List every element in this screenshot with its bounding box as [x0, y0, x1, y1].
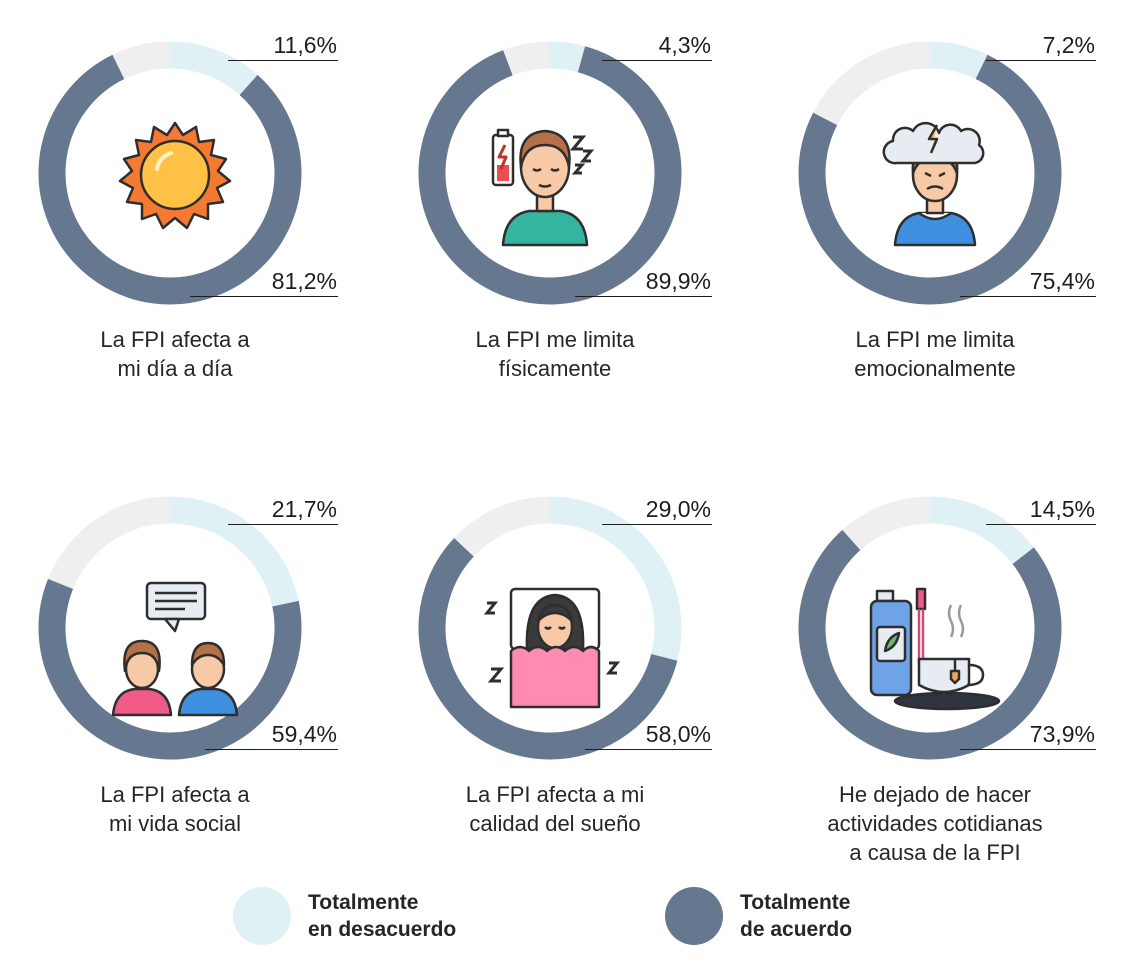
disagree-label-6: 14,5%	[1029, 496, 1095, 522]
agree-segment	[418, 46, 682, 305]
agree-rule-3	[960, 296, 1096, 297]
disagree-label-2: 4,3%	[658, 32, 711, 58]
disagree-rule-6	[986, 524, 1096, 525]
conversation-icon	[111, 581, 239, 717]
chart-panel-6: 14,5% 73,9% He dejado de hacer actividad…	[760, 455, 1140, 895]
tired-person-icon	[491, 128, 595, 247]
neutral-segment	[112, 41, 171, 80]
agree-label-3: 75,4%	[1029, 268, 1095, 294]
neutral-segment	[503, 41, 551, 76]
agree-rule-6	[960, 749, 1096, 750]
sleeping-person-icon	[483, 587, 621, 709]
disagree-rule-4	[228, 524, 338, 525]
agree-label-4: 59,4%	[271, 721, 337, 747]
caption-4-line-1: La FPI afecta a	[100, 782, 250, 807]
agree-segment	[798, 529, 1062, 760]
chart-panel-3: 7,2% 75,4% La FPI me limita emocionalmen…	[760, 0, 1140, 440]
caption-5-line-1: La FPI afecta a mi	[465, 782, 645, 807]
agree-segment	[798, 54, 1062, 305]
legend-agree-swatch	[665, 887, 723, 945]
caption-3-line-1: La FPI me limita	[855, 327, 1015, 352]
agree-rule-4	[205, 749, 338, 750]
caption-1-line-1: La FPI afecta a	[100, 327, 250, 352]
legend-disagree-line-1: Totalmente	[308, 891, 419, 914]
disagree-segment	[169, 41, 258, 96]
disagree-segment	[549, 41, 586, 73]
neutral-segment	[813, 41, 931, 126]
caption-6-line-2: actividades cotidianas	[827, 811, 1043, 836]
agree-label-2: 89,9%	[645, 268, 711, 294]
agree-segment	[38, 578, 302, 760]
disagree-rule-2	[602, 60, 712, 61]
donut-chart-4	[38, 496, 302, 760]
disagree-rule-3	[986, 60, 1096, 61]
caption-6-line-1: He dejado de hacer	[838, 782, 1032, 807]
disagree-label-5: 29,0%	[645, 496, 711, 522]
agree-segment	[38, 54, 302, 305]
agree-segment	[418, 537, 678, 760]
caption-2: La FPI me limita físicamente	[380, 325, 730, 383]
caption-5: La FPI afecta a mi calidad del sueño	[380, 780, 730, 838]
chart-panel-5: 29,0% 58,0% La FPI afecta a mi calidad d…	[380, 455, 760, 895]
caption-6-line-3: a causa de la FPI	[849, 840, 1021, 865]
chart-panel-1: 11,6% 81,2% La FPI afecta a mi día a día	[0, 0, 380, 440]
donut-chart-1	[38, 41, 302, 305]
legend-agree-line-1: Totalmente	[740, 891, 851, 914]
disagree-segment	[929, 496, 1034, 565]
legend-disagree-line-2: en desacuerdo	[308, 918, 457, 941]
caption-3: La FPI me limita emocionalmente	[760, 325, 1110, 383]
agree-label-6: 73,9%	[1029, 721, 1095, 747]
sun-icon	[118, 121, 232, 230]
disagree-label-3: 7,2%	[1042, 32, 1095, 58]
donut-chart-2	[418, 41, 682, 305]
caption-4-line-2: mi vida social	[108, 811, 242, 836]
agree-label-5: 58,0%	[645, 721, 711, 747]
disagree-segment	[929, 41, 988, 80]
legend-agree-label: Totalmente de acuerdo	[740, 889, 852, 943]
caption-5-line-2: calidad del sueño	[469, 811, 641, 836]
disagree-rule-5	[602, 524, 712, 525]
neutral-segment	[842, 496, 931, 551]
legend-disagree-label: Totalmente en desacuerdo	[308, 889, 456, 943]
disagree-segment	[169, 496, 299, 607]
agree-rule-5	[585, 749, 712, 750]
stressed-person-icon	[882, 121, 985, 247]
chart-panel-4: 21,7% 59,4% La FPI afecta a mi vida soci…	[0, 455, 380, 895]
caption-3-line-2: emocionalmente	[854, 356, 1016, 381]
legend-agree-line-2: de acuerdo	[740, 918, 853, 941]
agree-rule-1	[190, 296, 338, 297]
caption-2-line-2: físicamente	[498, 356, 612, 381]
donut-chart-3	[798, 41, 1062, 305]
disagree-label-1: 11,6%	[273, 32, 337, 58]
chart-panel-2: 4,3% 89,9% La FPI me limita físicamente	[380, 0, 760, 440]
donut-chart-5	[418, 496, 682, 760]
donut-chart-6	[798, 496, 1062, 760]
agree-rule-2	[575, 296, 712, 297]
caption-4: La FPI afecta a mi vida social	[0, 780, 350, 838]
disagree-segment	[549, 496, 682, 661]
disagree-label-4: 21,7%	[271, 496, 337, 522]
hygiene-items-icon	[869, 587, 1001, 711]
caption-1-line-2: mi día a día	[117, 356, 233, 381]
disagree-rule-1	[228, 60, 338, 61]
neutral-segment	[48, 496, 171, 590]
caption-2-line-1: La FPI me limita	[475, 327, 635, 352]
caption-1: La FPI afecta a mi día a día	[0, 325, 350, 383]
caption-6: He dejado de hacer actividades cotidiana…	[760, 780, 1110, 867]
agree-label-1: 81,2%	[271, 268, 337, 294]
neutral-segment	[454, 496, 551, 557]
legend-disagree-swatch	[233, 887, 291, 945]
